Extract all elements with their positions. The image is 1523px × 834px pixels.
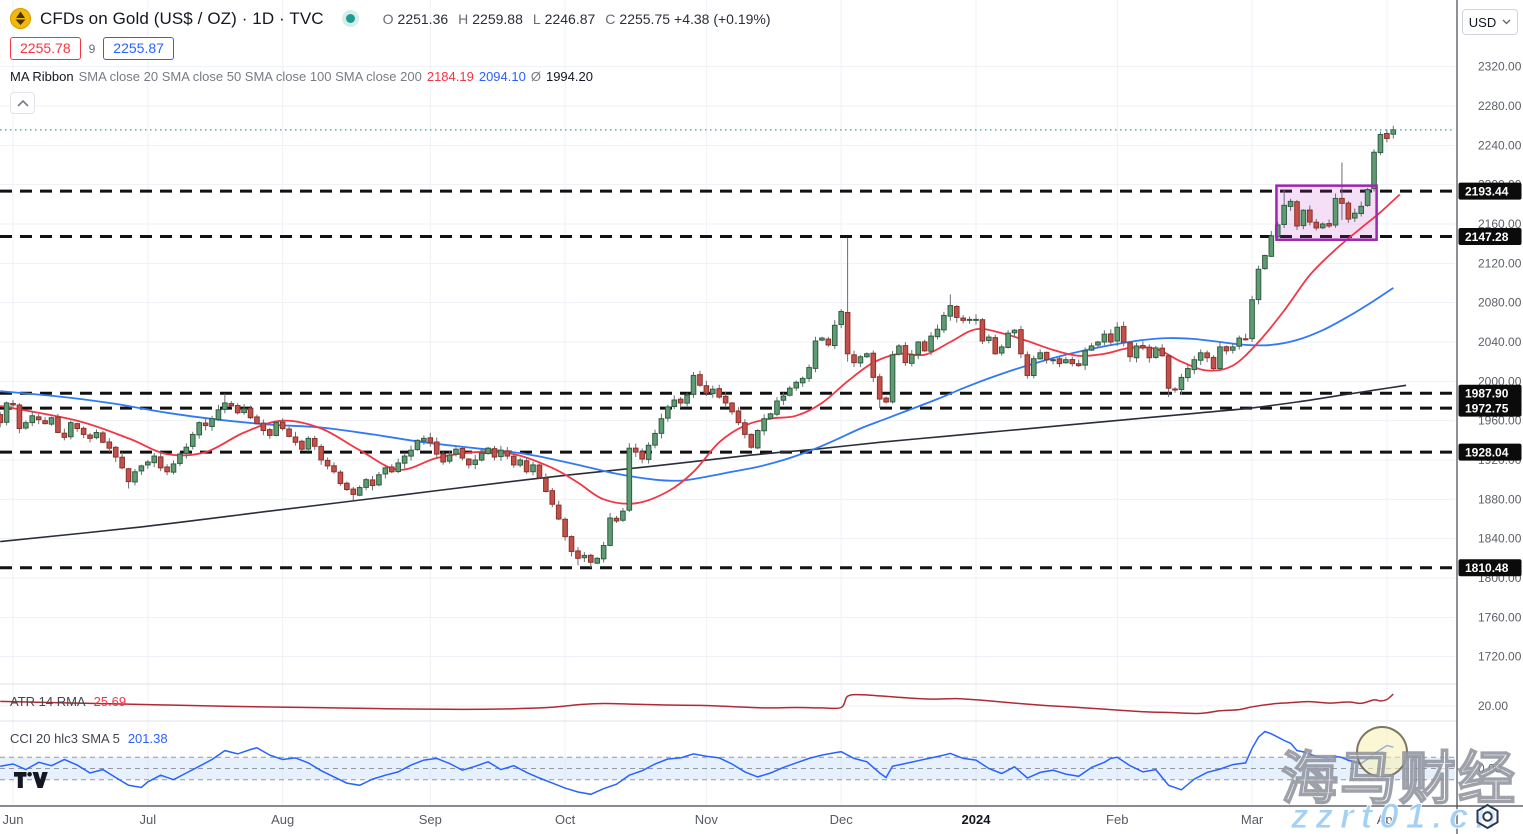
sma50-value: 2094.10 — [478, 69, 526, 84]
cci-legend[interactable]: CCI 20 hlc3 SMA 5 201.38 — [10, 731, 168, 746]
sell-price-button[interactable]: 2255.78 — [10, 37, 81, 60]
svg-text:1960.00: 1960.00 — [1478, 414, 1522, 428]
cci-value: 201.38 — [127, 731, 168, 746]
gold-coin-icon — [10, 8, 31, 29]
ohlc-readout: O 2251.36 H 2259.88 L 2246.87 C 2255.75 +4.3… — [377, 11, 771, 27]
collapse-legend-button[interactable] — [10, 92, 35, 114]
svg-text:1720.00: 1720.00 — [1478, 650, 1522, 664]
low-value: 2246.87 — [544, 10, 596, 27]
svg-text:1760.00: 1760.00 — [1478, 610, 1522, 624]
svg-text:Jul: Jul — [140, 812, 157, 827]
svg-text:1880.00: 1880.00 — [1478, 492, 1522, 506]
svg-text:2147.28: 2147.28 — [1465, 230, 1509, 244]
svg-text:Feb: Feb — [1106, 812, 1128, 827]
open-value: 2251.36 — [397, 10, 449, 27]
sma100-empty-value: Ø — [530, 69, 541, 84]
open-label: O — [382, 10, 394, 27]
close-value: 2255.75 — [619, 10, 671, 27]
svg-text:2240.00: 2240.00 — [1478, 138, 1522, 152]
svg-text:20.00: 20.00 — [1478, 699, 1508, 713]
chevron-up-icon — [16, 99, 29, 107]
symbol-title[interactable]: CFDs on Gold (US$ / OZ) · 1D · TVC — [40, 8, 324, 28]
atr-value: 25.69 — [93, 694, 127, 709]
svg-text:1928.04: 1928.04 — [1465, 446, 1509, 460]
tradingview-logo[interactable] — [14, 772, 48, 794]
svg-text:1987.90: 1987.90 — [1465, 387, 1509, 401]
svg-text:Jun: Jun — [3, 812, 24, 827]
svg-text:1972.75: 1972.75 — [1465, 402, 1509, 416]
svg-text:0.00: 0.00 — [1478, 762, 1502, 776]
svg-text:Nov: Nov — [695, 812, 719, 827]
svg-text:Apr: Apr — [1377, 812, 1398, 827]
svg-text:2080.00: 2080.00 — [1478, 296, 1522, 310]
svg-text:2040.00: 2040.00 — [1478, 335, 1522, 349]
svg-text:2120.00: 2120.00 — [1478, 256, 1522, 270]
svg-text:2160.00: 2160.00 — [1478, 217, 1522, 231]
sma20-value: 2184.19 — [426, 69, 474, 84]
atr-legend[interactable]: ATR 14 RMA 25.69 — [10, 694, 126, 709]
market-status-icon[interactable] — [345, 14, 355, 23]
svg-text:1810.48: 1810.48 — [1465, 561, 1509, 575]
ma-ribbon-name: MA Ribbon — [10, 69, 74, 84]
svg-text:Dec: Dec — [830, 812, 854, 827]
high-label: H — [458, 10, 469, 27]
svg-text:Aug: Aug — [271, 812, 294, 827]
symbol-legend: CFDs on Gold (US$ / OZ) · 1D · TVC O 2251… — [10, 8, 771, 114]
sma200-value: 1994.20 — [545, 69, 593, 84]
svg-text:2280.00: 2280.00 — [1478, 99, 1522, 113]
svg-text:2320.00: 2320.00 — [1478, 60, 1522, 74]
chevron-down-icon — [1502, 19, 1511, 25]
svg-text:2193.44: 2193.44 — [1465, 185, 1509, 199]
ma-ribbon-legend[interactable]: MA Ribbon SMA close 20 SMA close 50 SMA … — [10, 69, 771, 84]
low-label: L — [532, 10, 541, 27]
svg-text:1840.00: 1840.00 — [1478, 532, 1522, 546]
currency-label: USD — [1468, 14, 1497, 30]
ma-ribbon-params: SMA close 20 SMA close 50 SMA close 100 … — [78, 69, 422, 84]
svg-text:2024: 2024 — [962, 812, 992, 827]
change-value: +4.38 (+0.19%) — [674, 10, 771, 27]
cci-label: CCI 20 hlc3 SMA 5 — [10, 731, 120, 746]
atr-label: ATR 14 RMA — [10, 694, 86, 709]
spread-value: 9 — [88, 41, 96, 56]
high-value: 2259.88 — [472, 10, 523, 27]
close-label: C — [605, 10, 616, 27]
svg-text:Sep: Sep — [419, 812, 442, 827]
buy-price-button[interactable]: 2255.87 — [103, 37, 174, 60]
svg-text:Oct: Oct — [555, 812, 576, 827]
svg-text:Mar: Mar — [1241, 812, 1264, 827]
currency-selector[interactable]: USD — [1462, 9, 1518, 35]
